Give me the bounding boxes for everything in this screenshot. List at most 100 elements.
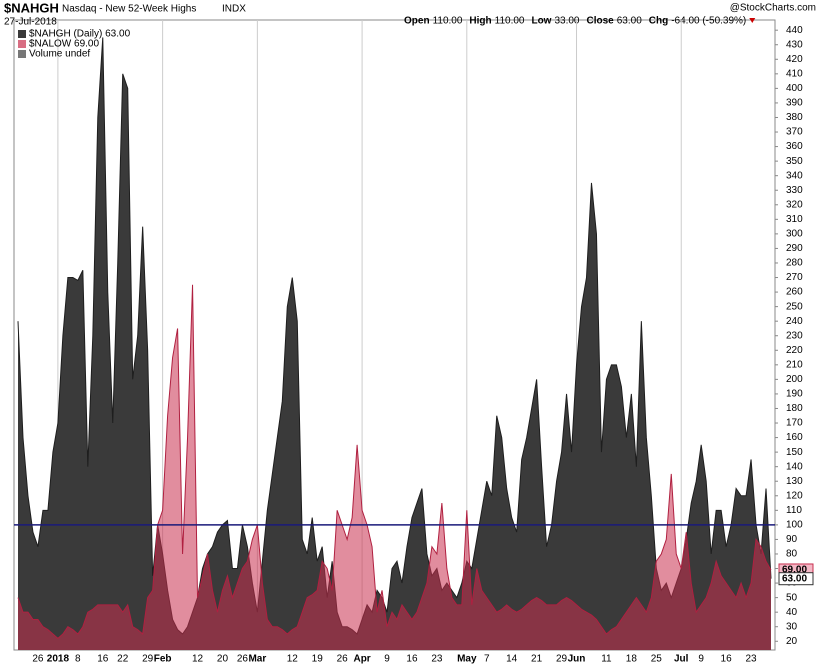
area [18, 284, 771, 650]
area-line [17, 37, 772, 635]
y-tick-label: 360 [786, 141, 803, 152]
y-tick-label: 170 [786, 418, 803, 429]
quote-label: Chg [649, 16, 668, 27]
date: 27-Jul-2018 [4, 17, 57, 28]
y-tick-label: 50 [786, 592, 798, 603]
x-tick-label: 23 [431, 654, 443, 665]
quote-label: Low [531, 16, 551, 27]
y-tick-label: 440 [786, 25, 803, 36]
y-tick-label: 230 [786, 330, 803, 341]
y-tick-label: 270 [786, 272, 803, 283]
x-tick-label: 20 [217, 654, 229, 665]
area [18, 37, 771, 650]
y-tick-label: 160 [786, 432, 803, 443]
x-tick-label: Mar [248, 654, 266, 665]
x-tick-label: 18 [626, 654, 638, 665]
y-tick-label: 110 [786, 505, 802, 516]
y-tick-label: 430 [786, 39, 803, 50]
quote-value: -64.00 (-50.39%) [671, 16, 746, 27]
index-name: Nasdaq - New 52-Week Highs [62, 4, 196, 15]
x-tick-label: Jun [568, 654, 586, 665]
y-tick-label: 120 [786, 490, 803, 501]
quote-value: 33.00 [554, 16, 579, 27]
y-tick-label: 150 [786, 447, 803, 458]
exchange: INDX [222, 4, 246, 15]
legend-label: Volume undef [29, 49, 90, 60]
quote-label: High [469, 16, 491, 27]
chg-arrow [749, 18, 756, 23]
x-tick-label: 11 [601, 654, 612, 665]
legend-label: $NALOW 69.00 [29, 39, 99, 50]
y-tick-label: 340 [786, 170, 803, 181]
y-tick-label: 300 [786, 229, 803, 240]
y-tick-label: 390 [786, 98, 803, 109]
x-tick-label: 16 [406, 654, 418, 665]
legend-label: $NAHGH (Daily) 63.00 [29, 29, 131, 40]
x-tick-label: 14 [506, 654, 518, 665]
x-tick-label: 16 [721, 654, 733, 665]
y-tick-label: 380 [786, 112, 803, 123]
x-tick-label: 16 [97, 654, 109, 665]
x-tick-label: 12 [192, 654, 204, 665]
y-tick-label: 210 [786, 359, 803, 370]
price-label: 63.00 [782, 573, 807, 584]
x-tick-label: 25 [651, 654, 663, 665]
y-tick-label: 330 [786, 185, 803, 196]
y-tick-label: 420 [786, 54, 803, 65]
x-tick-label: 9 [698, 654, 704, 665]
x-tick-label: Feb [154, 654, 172, 665]
y-tick-label: 260 [786, 287, 803, 298]
x-tick-label: 22 [117, 654, 129, 665]
y-tick-label: 220 [786, 345, 803, 356]
y-tick-label: 30 [786, 621, 798, 632]
quote-value: 63.00 [617, 16, 642, 27]
legend-swatch [18, 40, 26, 48]
x-tick-label: 29 [556, 654, 568, 665]
x-tick-label: 29 [142, 654, 154, 665]
quote-value: 110.00 [433, 16, 463, 27]
y-tick-label: 290 [786, 243, 803, 254]
y-tick-label: 80 [786, 549, 798, 560]
x-tick-label: 26 [337, 654, 349, 665]
y-tick-label: 100 [786, 520, 803, 531]
x-tick-label: 23 [745, 654, 757, 665]
area-line [17, 284, 772, 640]
x-tick-label: 2018 [47, 654, 70, 665]
legend-swatch [18, 50, 26, 58]
y-tick-label: 190 [786, 389, 803, 400]
x-tick-label: Apr [353, 654, 370, 665]
y-tick-label: 200 [786, 374, 803, 385]
x-tick-label: 19 [312, 654, 324, 665]
y-tick-label: 40 [786, 607, 798, 618]
x-tick-label: 26 [32, 654, 44, 665]
quote-value: 110.00 [495, 16, 525, 27]
x-tick-label: Jul [674, 654, 689, 665]
y-tick-label: 370 [786, 127, 803, 138]
x-tick-label: May [457, 654, 477, 665]
y-tick-label: 400 [786, 83, 803, 94]
quote-label: Open [404, 16, 430, 27]
price-label: 69.00 [782, 565, 807, 576]
y-tick-label: 350 [786, 156, 803, 167]
y-tick-label: 310 [786, 214, 803, 225]
y-tick-label: 180 [786, 403, 803, 414]
y-tick-label: 250 [786, 301, 803, 312]
y-tick-label: 320 [786, 199, 803, 210]
legend-swatch [18, 30, 26, 38]
x-tick-label: 26 [237, 654, 249, 665]
x-tick-label: 8 [75, 654, 81, 665]
symbol: $NAHGH [4, 0, 59, 15]
x-tick-label: 9 [384, 654, 390, 665]
y-tick-label: 90 [786, 534, 798, 545]
y-tick-label: 140 [786, 461, 803, 472]
price-box [778, 572, 814, 586]
y-tick-label: 240 [786, 316, 803, 327]
y-tick-label: 280 [786, 258, 803, 269]
x-tick-label: 12 [287, 654, 299, 665]
quote-label: Close [587, 16, 615, 27]
y-tick-label: 130 [786, 476, 803, 487]
y-tick-label: 20 [786, 636, 798, 647]
x-tick-label: 21 [531, 654, 543, 665]
x-tick-label: 7 [484, 654, 490, 665]
